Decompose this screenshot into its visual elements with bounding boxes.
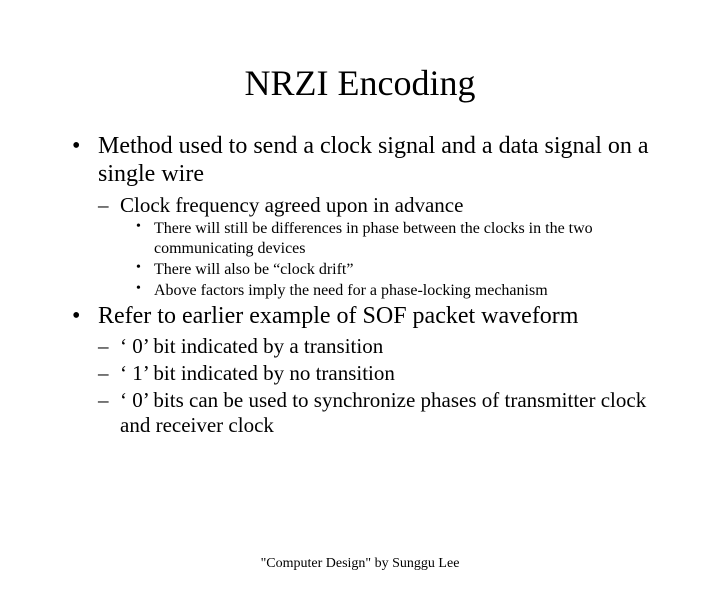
slide-footer: "Computer Design" by Sunggu Lee (0, 556, 720, 572)
slide-title: NRZI Encoding (0, 62, 720, 104)
list-item: Clock frequency agreed upon in advance (94, 193, 680, 218)
list-item: There will still be differences in phase… (134, 219, 680, 257)
slide-content: Method used to send a clock signal and a… (0, 132, 720, 438)
list-item: ‘ 1’ bit indicated by no transition (94, 361, 680, 386)
list-item: Method used to send a clock signal and a… (70, 132, 680, 189)
list-item: Refer to earlier example of SOF packet w… (70, 302, 680, 330)
list-item: Above factors imply the need for a phase… (134, 281, 680, 300)
slide: NRZI Encoding Method used to send a cloc… (0, 62, 720, 602)
list-item: ‘ 0’ bit indicated by a transition (94, 334, 680, 359)
bullet-list: Method used to send a clock signal and a… (70, 132, 680, 438)
list-item: ‘ 0’ bits can be used to synchronize pha… (94, 388, 680, 438)
list-item: There will also be “clock drift” (134, 260, 680, 279)
